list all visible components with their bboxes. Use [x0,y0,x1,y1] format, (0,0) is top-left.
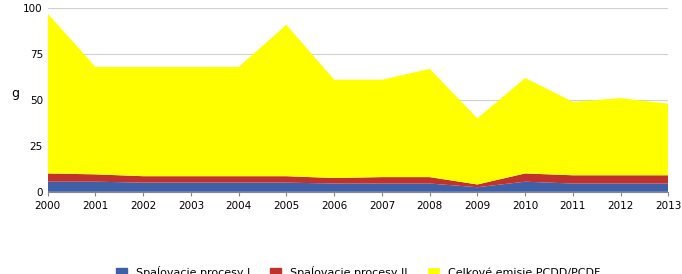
Legend: Spaĺovacie procesy I., Spaĺovacie procesy II., Celkové emisie PCDD/PCDF: Spaĺovacie procesy I., Spaĺovacie proces… [116,266,600,274]
Y-axis label: g: g [11,87,19,100]
